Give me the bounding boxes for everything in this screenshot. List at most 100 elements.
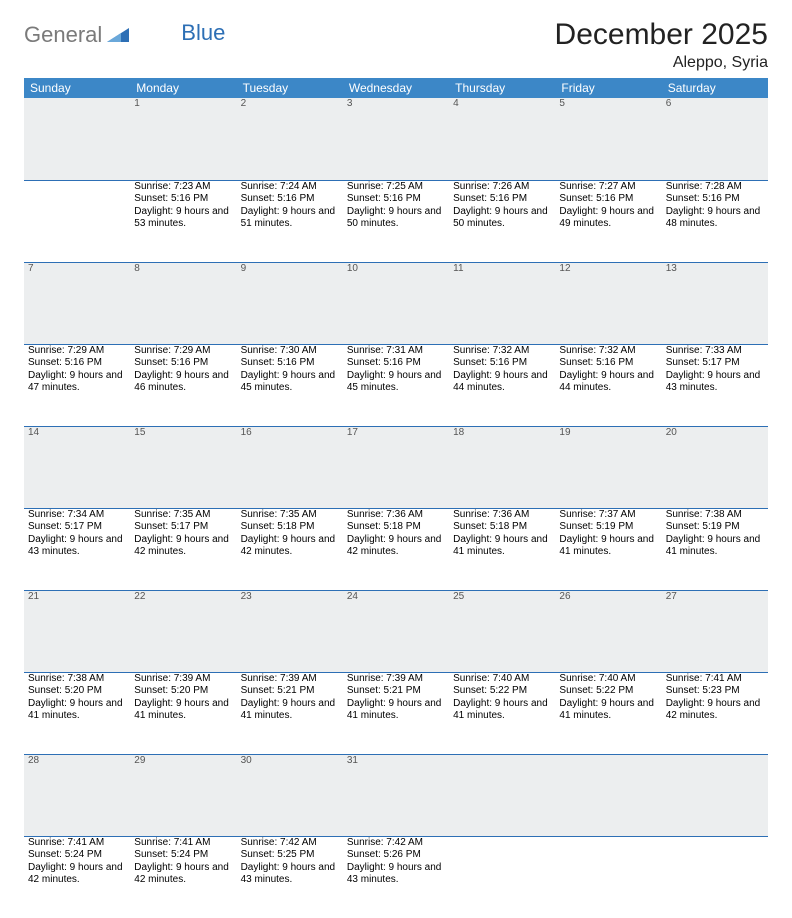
sunset-line: Sunset: 5:16 PM [559,357,657,370]
day-cell: Sunrise: 7:39 AMSunset: 5:21 PMDaylight:… [237,672,343,754]
sunrise-line: Sunrise: 7:24 AM [241,181,339,194]
day-number: 7 [24,262,130,344]
daylight-line: Daylight: 9 hours and 43 minutes. [347,862,445,887]
day-cell [555,836,661,918]
daylight-line: Daylight: 9 hours and 41 minutes. [241,698,339,723]
location-label: Aleppo, Syria [555,54,768,72]
day-cell: Sunrise: 7:40 AMSunset: 5:22 PMDaylight:… [449,672,555,754]
sunset-line: Sunset: 5:16 PM [28,357,126,370]
sunset-line: Sunset: 5:16 PM [134,357,232,370]
day-cell: Sunrise: 7:36 AMSunset: 5:18 PMDaylight:… [449,508,555,590]
daylight-line: Daylight: 9 hours and 41 minutes. [453,534,551,559]
sunset-line: Sunset: 5:17 PM [28,521,126,534]
daynum-row: 78910111213 [24,262,768,344]
daylight-line: Daylight: 9 hours and 41 minutes. [28,698,126,723]
sunset-line: Sunset: 5:16 PM [453,357,551,370]
daylight-line: Daylight: 9 hours and 42 minutes. [134,862,232,887]
daylight-line: Daylight: 9 hours and 53 minutes. [134,206,232,231]
sunrise-line: Sunrise: 7:26 AM [453,181,551,194]
day-number [555,754,661,836]
sunrise-line: Sunrise: 7:27 AM [559,181,657,194]
day-cell: Sunrise: 7:25 AMSunset: 5:16 PMDaylight:… [343,180,449,262]
day-number: 18 [449,426,555,508]
day-cell: Sunrise: 7:35 AMSunset: 5:18 PMDaylight:… [237,508,343,590]
sunset-line: Sunset: 5:18 PM [241,521,339,534]
sunset-line: Sunset: 5:19 PM [666,521,764,534]
sunrise-line: Sunrise: 7:37 AM [559,509,657,522]
day-cell: Sunrise: 7:41 AMSunset: 5:24 PMDaylight:… [130,836,236,918]
daylight-line: Daylight: 9 hours and 41 minutes. [134,698,232,723]
sunset-line: Sunset: 5:22 PM [453,685,551,698]
daylight-line: Daylight: 9 hours and 48 minutes. [666,206,764,231]
sunset-line: Sunset: 5:16 PM [347,193,445,206]
daylight-line: Daylight: 9 hours and 45 minutes. [347,370,445,395]
day-cell: Sunrise: 7:39 AMSunset: 5:20 PMDaylight:… [130,672,236,754]
sunrise-line: Sunrise: 7:38 AM [28,673,126,686]
daylight-line: Daylight: 9 hours and 50 minutes. [347,206,445,231]
week-row: Sunrise: 7:34 AMSunset: 5:17 PMDaylight:… [24,508,768,590]
page-header: General Blue December 2025 Aleppo, Syria [24,18,768,72]
day-number: 14 [24,426,130,508]
sunset-line: Sunset: 5:21 PM [241,685,339,698]
brand-part1: General [24,22,102,48]
sunrise-line: Sunrise: 7:39 AM [241,673,339,686]
day-number: 4 [449,98,555,180]
day-number [662,754,768,836]
day-cell: Sunrise: 7:38 AMSunset: 5:19 PMDaylight:… [662,508,768,590]
sunrise-line: Sunrise: 7:34 AM [28,509,126,522]
sunset-line: Sunset: 5:22 PM [559,685,657,698]
day-header: Sunday [24,78,130,98]
sunrise-line: Sunrise: 7:31 AM [347,345,445,358]
day-cell: Sunrise: 7:23 AMSunset: 5:16 PMDaylight:… [130,180,236,262]
sunset-line: Sunset: 5:20 PM [28,685,126,698]
day-cell: Sunrise: 7:28 AMSunset: 5:16 PMDaylight:… [662,180,768,262]
day-cell: Sunrise: 7:29 AMSunset: 5:16 PMDaylight:… [130,344,236,426]
day-cell: Sunrise: 7:41 AMSunset: 5:23 PMDaylight:… [662,672,768,754]
week-row: Sunrise: 7:41 AMSunset: 5:24 PMDaylight:… [24,836,768,918]
month-title: December 2025 [555,18,768,52]
day-number: 25 [449,590,555,672]
day-cell [449,836,555,918]
day-number: 12 [555,262,661,344]
day-cell: Sunrise: 7:42 AMSunset: 5:26 PMDaylight:… [343,836,449,918]
daylight-line: Daylight: 9 hours and 42 minutes. [666,698,764,723]
sunrise-line: Sunrise: 7:29 AM [28,345,126,358]
sunset-line: Sunset: 5:24 PM [134,849,232,862]
sunrise-line: Sunrise: 7:42 AM [241,837,339,850]
day-cell: Sunrise: 7:35 AMSunset: 5:17 PMDaylight:… [130,508,236,590]
sunset-line: Sunset: 5:25 PM [241,849,339,862]
day-header: Friday [555,78,661,98]
daylight-line: Daylight: 9 hours and 50 minutes. [453,206,551,231]
sunrise-line: Sunrise: 7:25 AM [347,181,445,194]
sunset-line: Sunset: 5:18 PM [453,521,551,534]
day-header-row: SundayMondayTuesdayWednesdayThursdayFrid… [24,78,768,98]
sunset-line: Sunset: 5:16 PM [134,193,232,206]
sunrise-line: Sunrise: 7:33 AM [666,345,764,358]
daylight-line: Daylight: 9 hours and 43 minutes. [241,862,339,887]
day-number: 28 [24,754,130,836]
sunrise-line: Sunrise: 7:41 AM [134,837,232,850]
sunrise-line: Sunrise: 7:36 AM [347,509,445,522]
daylight-line: Daylight: 9 hours and 42 minutes. [347,534,445,559]
sunset-line: Sunset: 5:26 PM [347,849,445,862]
sunrise-line: Sunrise: 7:41 AM [666,673,764,686]
day-number: 6 [662,98,768,180]
sunrise-line: Sunrise: 7:28 AM [666,181,764,194]
sunset-line: Sunset: 5:24 PM [28,849,126,862]
day-number: 10 [343,262,449,344]
day-number: 13 [662,262,768,344]
calendar-table: SundayMondayTuesdayWednesdayThursdayFrid… [24,78,768,918]
daylight-line: Daylight: 9 hours and 42 minutes. [134,534,232,559]
sunset-line: Sunset: 5:16 PM [453,193,551,206]
sunrise-line: Sunrise: 7:29 AM [134,345,232,358]
day-cell: Sunrise: 7:26 AMSunset: 5:16 PMDaylight:… [449,180,555,262]
day-number: 15 [130,426,236,508]
daylight-line: Daylight: 9 hours and 47 minutes. [28,370,126,395]
daylight-line: Daylight: 9 hours and 41 minutes. [347,698,445,723]
day-header: Thursday [449,78,555,98]
daylight-line: Daylight: 9 hours and 44 minutes. [559,370,657,395]
sunrise-line: Sunrise: 7:30 AM [241,345,339,358]
sunrise-line: Sunrise: 7:32 AM [453,345,551,358]
sunset-line: Sunset: 5:18 PM [347,521,445,534]
sunset-line: Sunset: 5:17 PM [134,521,232,534]
